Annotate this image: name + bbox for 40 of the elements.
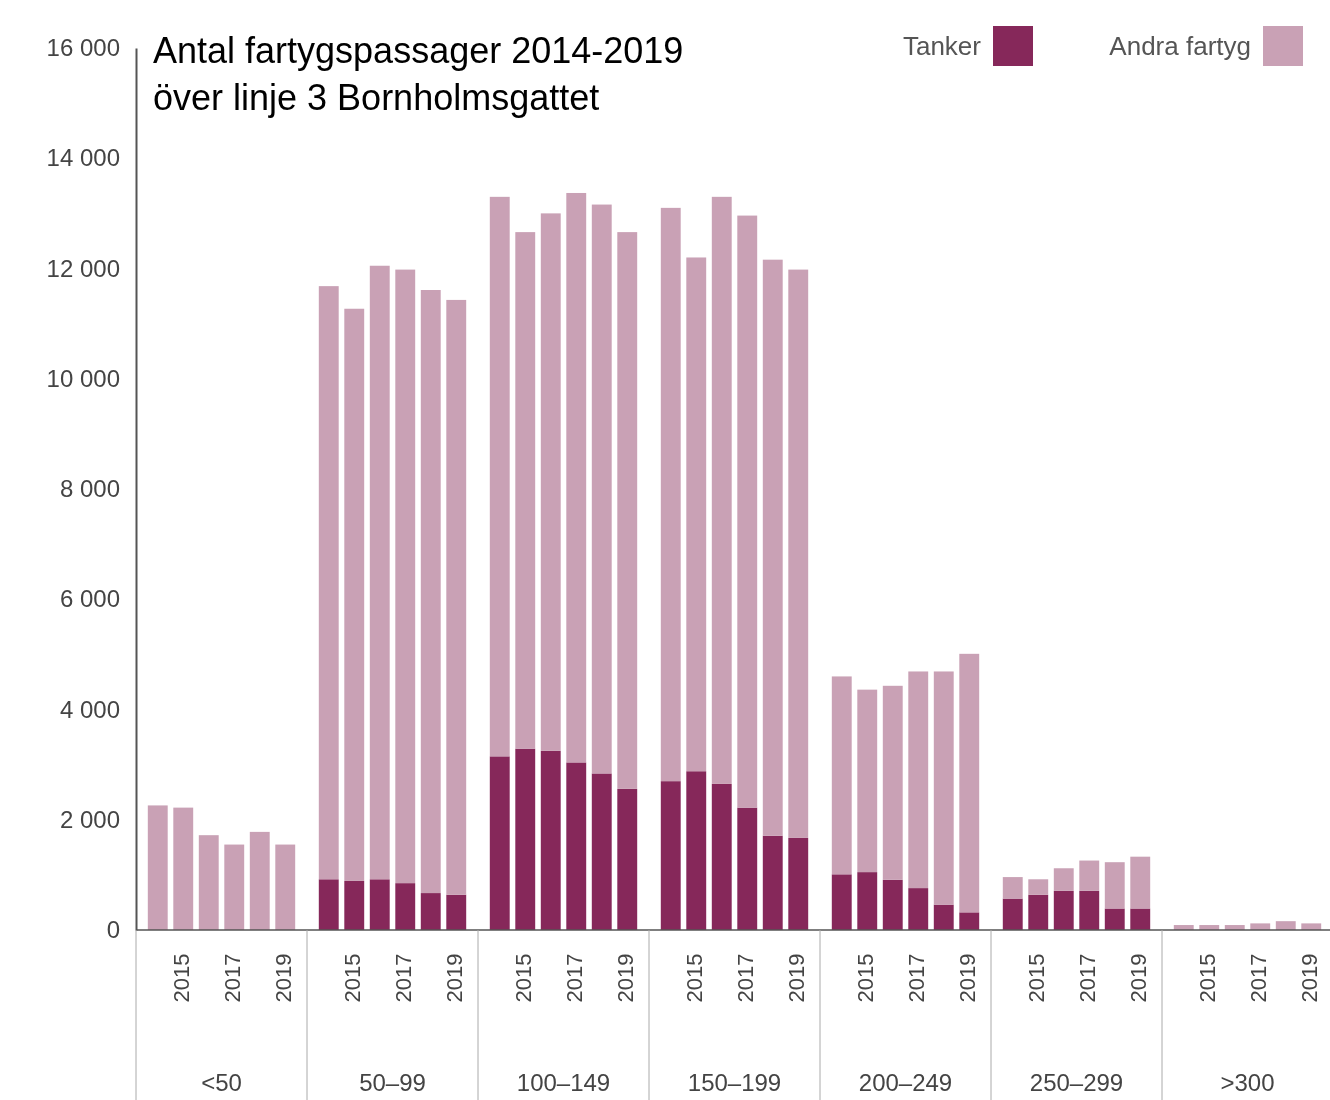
x-tick-label: 2019 [784,953,810,1003]
x-tick-label: 2019 [271,953,297,1003]
legend-label: Tanker [902,30,982,61]
y-tick-label: 12 000 [46,254,120,282]
text: 200–249 [858,1069,953,1097]
x-tick-label: 2019 [442,953,468,1003]
x-tick-label: 2017 [1246,953,1272,1003]
x-tick-label: 2017 [562,953,588,1003]
y-tick-label: 10 000 [46,364,120,392]
x-tick-label: 2019 [1297,953,1323,1003]
chart-title: Antal fartygspassager 2014-2019 över linje 3 Bornholmsgattet [153,30,684,118]
y-tick-label: 4 000 [59,695,120,723]
text: 150–199 [687,1069,782,1097]
y-tick-label: 6 000 [59,585,120,613]
x-tick-label: 2019 [955,953,981,1003]
x-tick-label: 2017 [391,953,417,1003]
x-tick-label: 2015 [853,953,879,1003]
x-tick-label: 2015 [682,953,708,1003]
x-tick-label: 2015 [340,953,366,1003]
text: 100–149 [516,1069,611,1097]
x-tick-label: 2019 [613,953,639,1003]
text: >300 [1220,1069,1275,1097]
text: 250–299 [1029,1069,1124,1097]
x-tick-label: 2015 [511,953,537,1003]
x-tick-label: 2017 [1075,953,1101,1003]
y-tick-label: 8 000 [59,475,120,503]
x-tick-label: 2015 [169,953,195,1003]
text: <50 [201,1069,242,1097]
y-tick-label: 2 000 [59,805,120,833]
x-tick-label: 2015 [1195,953,1221,1003]
y-tick-label: 0 [106,916,120,944]
x-tick-label: 2017 [733,953,759,1003]
x-tick-label: 2015 [1024,953,1050,1003]
x-tick-label: 2017 [904,953,930,1003]
x-tick-label: 2019 [1126,953,1152,1003]
legend-label: Andra fartyg [1109,30,1251,61]
y-tick-label: 16 000 [46,34,120,62]
y-tick-label: 14 000 [46,144,120,172]
text: 50–99 [359,1069,426,1097]
x-tick-label: 2017 [220,953,246,1003]
